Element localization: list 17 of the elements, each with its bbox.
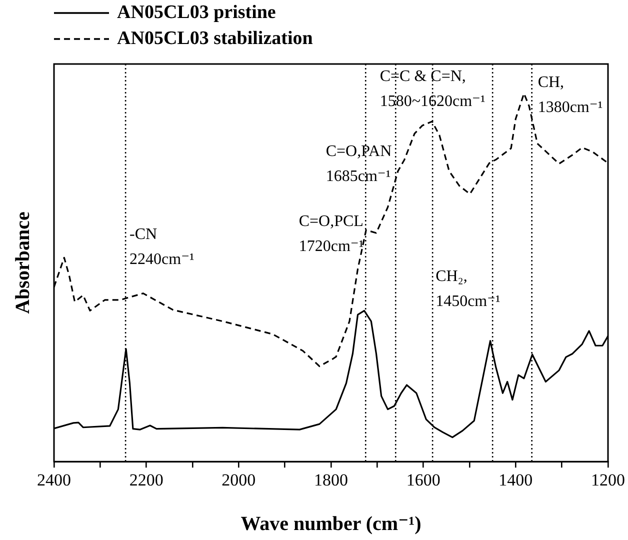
legend-label: AN05CL03 stabilization [117, 28, 314, 49]
x-tick-label: 1200 [591, 470, 625, 490]
annotation: CH₂, 1450cm⁻¹ [436, 268, 501, 310]
annotation: C=O,PAN 1685cm⁻¹ [326, 143, 392, 186]
legend-label: AN05CL03 pristine [117, 2, 276, 23]
x-tick-label: 2400 [37, 470, 71, 490]
y-axis-title: Absorbance [12, 212, 34, 314]
x-tick-label: 2000 [222, 470, 256, 490]
annotation: C=C & C=N, 1580~1620cm⁻¹ [380, 68, 486, 110]
x-tick-label: 1800 [314, 470, 348, 490]
annotation: C=O,PCL 1720cm⁻¹ [298, 213, 364, 256]
x-tick-label: 1400 [498, 470, 533, 490]
x-tick-label: 2200 [129, 470, 164, 490]
annotation: CH, 1380cm⁻¹ [538, 74, 603, 116]
x-tick-label: 1600 [406, 470, 440, 490]
annotation: -CN 2240cm⁻¹ [130, 226, 195, 268]
x-axis-title: Wave number (cm⁻¹) [240, 513, 422, 536]
